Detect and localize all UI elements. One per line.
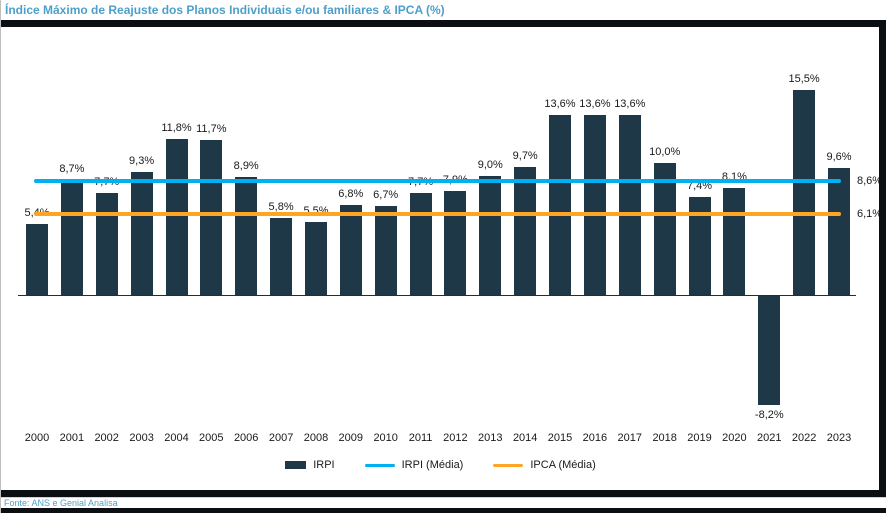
x-axis-tick-label: 2010 (373, 432, 398, 444)
irpi-bar (723, 187, 746, 295)
bar-value-label: 15,5% (788, 72, 820, 85)
irpi-bar (200, 140, 223, 295)
line-swatch-icon (364, 463, 395, 467)
legend-label: IRPI (313, 459, 335, 471)
average-line-label: 8,6% (857, 175, 883, 188)
irpi-bar (270, 218, 293, 295)
legend-item: IPCA (Média) (493, 459, 596, 471)
legend-item: IRPI (Média) (364, 459, 464, 471)
x-axis-tick-label: 2006 (233, 432, 259, 444)
bar-value-label: 11,7% (196, 123, 227, 136)
x-axis-tick-label: 2003 (129, 432, 154, 444)
bar-value-label: -8,2% (754, 408, 784, 421)
x-axis-tick-label: 2013 (478, 432, 503, 444)
irpi-bar (26, 223, 48, 295)
irpi-bar (374, 206, 397, 295)
bar-value-label: 13,6% (544, 98, 576, 111)
bar-value-label: 8,7% (59, 162, 85, 175)
x-axis-tick-label: 2002 (94, 432, 119, 444)
bar-swatch-icon (285, 461, 307, 469)
line-swatch-icon (493, 463, 524, 467)
bar-value-label: 6,8% (338, 188, 364, 200)
irpi-bar (235, 177, 258, 295)
average-line-label: 6,1% (857, 208, 883, 221)
irpi-bar (583, 115, 606, 295)
irpi-bar (60, 179, 83, 295)
top-divider-bar (1, 20, 886, 27)
chart-title: Índice Máximo de Reajuste dos Planos Ind… (1, 0, 886, 21)
irpi-bar (95, 193, 118, 295)
source-note: Fonte: ANS e Genial Analisa (1, 497, 886, 509)
bar-value-label: 9,7% (512, 149, 538, 162)
irpi-bar (653, 162, 676, 295)
bar-value-label: 9,0% (477, 158, 503, 171)
x-axis-tick-label: 2012 (443, 432, 468, 444)
x-axis-tick-label: 2019 (687, 432, 712, 444)
x-axis-tick-label: 2008 (303, 432, 329, 444)
bottom-divider-bar (1, 490, 886, 497)
legend-label: IRPI (Média) (401, 459, 464, 471)
irpi-bar (130, 172, 153, 295)
bar-value-label: 7,4% (686, 180, 713, 193)
x-axis-tick-label: 2011 (408, 432, 433, 444)
x-axis-tick-label: 2022 (791, 432, 817, 444)
x-axis-tick-label: 2005 (199, 432, 224, 444)
frame-bottom-bar (1, 508, 886, 513)
x-axis-tick-label: 2007 (268, 432, 294, 444)
bar-value-label: 9,6% (826, 151, 852, 163)
irpi-bar (549, 115, 571, 295)
x-axis-tick-label: 2020 (722, 432, 747, 444)
irpi-bar (479, 175, 502, 295)
legend-label: IPCA (Média) (530, 459, 596, 471)
irpi-bar (409, 193, 432, 295)
bar-value-label: 5,8% (268, 201, 294, 214)
irpi-bar (758, 296, 781, 405)
irpi-bar (514, 166, 537, 295)
x-axis-line (18, 295, 856, 296)
x-axis-tick-label: 2014 (512, 432, 538, 444)
bar-value-label: 13,6% (579, 98, 611, 111)
x-axis-tick-label: 2001 (59, 432, 85, 444)
bar-value-label: 13,6% (614, 98, 646, 111)
bar-value-label: 8,9% (233, 160, 259, 173)
x-axis-tick-label: 2004 (164, 432, 189, 444)
x-axis-tick-label: 2000 (24, 432, 50, 444)
legend-item: IRPI (285, 459, 335, 471)
bar-value-label: 11,8% (161, 121, 192, 134)
x-axis-tick-label: 2023 (826, 432, 852, 444)
irpi-bar (688, 197, 711, 295)
x-axis-tick-label: 2009 (338, 432, 364, 444)
irpi-bar (793, 89, 816, 295)
x-axis-tick-label: 2018 (652, 432, 677, 444)
x-axis-tick-label: 2016 (582, 432, 608, 444)
irpi-bar (444, 190, 467, 295)
irpi-bar (305, 222, 327, 295)
bar-value-label: 10,0% (649, 145, 681, 158)
x-axis-tick-label: 2017 (617, 432, 643, 444)
chart-legend: IRPI IRPI (Média) IPCA (Média) (1, 457, 880, 473)
ipca-average-line (34, 212, 841, 217)
right-border-bar (879, 27, 886, 490)
irpi-bar (828, 168, 850, 295)
irpi-bar (618, 115, 641, 295)
bar-value-label: 9,3% (129, 155, 155, 167)
irpi-average-line (34, 179, 841, 184)
irpi-bar (165, 138, 188, 295)
x-axis-tick-label: 2015 (547, 432, 573, 444)
irpi-bar (339, 205, 362, 295)
bar-value-label: 6,7% (373, 189, 399, 202)
x-axis-tick-label: 2021 (757, 432, 782, 444)
